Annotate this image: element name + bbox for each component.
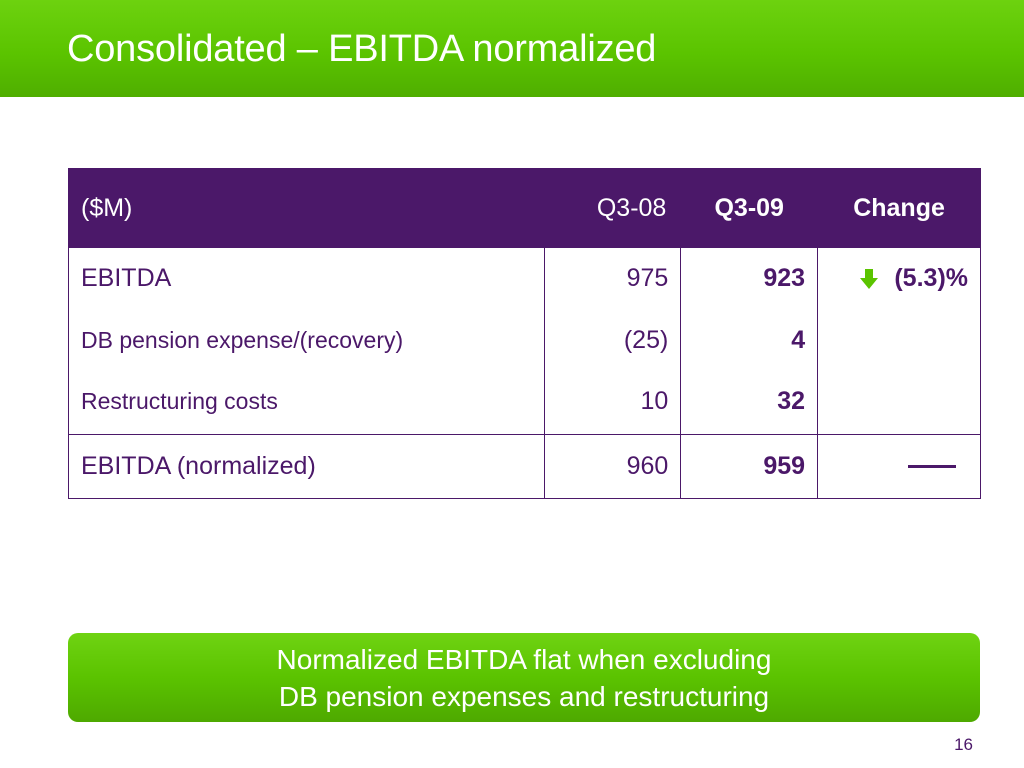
cell-q3-08: 975 [543, 248, 682, 310]
header-units: ($M) [68, 168, 545, 248]
cell-change [817, 434, 981, 499]
table-row-restructuring: Restructuring costs 10 32 [68, 370, 981, 435]
cell-q3-08: 10 [543, 370, 682, 435]
table-row-db-pension: DB pension expense/(recovery) (25) 4 [68, 310, 981, 370]
cell-q3-08: 960 [543, 434, 682, 499]
dash-icon [908, 465, 956, 469]
cell-q3-09: 923 [680, 248, 819, 310]
title-bar: Consolidated – EBITDA normalized [0, 0, 1024, 97]
callout-line-2: DB pension expenses and restructuring [278, 681, 770, 712]
row-label: DB pension expense/(recovery) [68, 310, 545, 370]
change-value: (5.3)% [894, 263, 968, 292]
slide-title: Consolidated – EBITDA normalized [67, 28, 657, 70]
row-label: EBITDA [68, 248, 545, 310]
header-q3-08: Q3-08 [543, 168, 682, 248]
header-change: Change [817, 168, 981, 248]
table-row-ebitda: EBITDA 975 923 (5.3)% [68, 248, 981, 310]
row-label: Restructuring costs [68, 370, 545, 435]
cell-q3-09: 4 [680, 310, 819, 370]
ebitda-table: ($M) Q3-08 Q3-09 Change EBITDA 975 923 (… [68, 168, 981, 499]
down-arrow-icon [860, 268, 879, 289]
page-number: 16 [954, 735, 973, 754]
cell-q3-09: 959 [680, 434, 819, 499]
table-row-ebitda-normalized: EBITDA (normalized) 960 959 [68, 434, 981, 499]
cell-change [817, 370, 981, 435]
table-header-row: ($M) Q3-08 Q3-09 Change [68, 168, 981, 248]
header-q3-09: Q3-09 [680, 168, 819, 248]
cell-change [817, 310, 981, 370]
cell-change: (5.3)% [817, 248, 981, 310]
cell-q3-09: 32 [680, 370, 819, 435]
cell-q3-08: (25) [543, 310, 682, 370]
row-label: EBITDA (normalized) [68, 434, 545, 499]
callout-line-1: Normalized EBITDA flat when excluding [276, 644, 772, 675]
summary-callout: Normalized EBITDA flat when excluding DB… [68, 633, 980, 722]
